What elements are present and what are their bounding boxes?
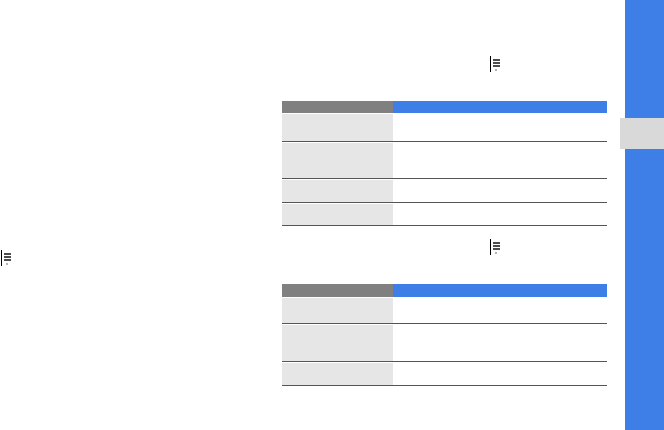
row-cell bbox=[282, 204, 393, 225]
row-cell bbox=[282, 114, 393, 141]
menu-icon bbox=[488, 237, 506, 257]
side-tab-active bbox=[620, 118, 664, 149]
row-cell bbox=[282, 298, 393, 323]
header-cell bbox=[393, 284, 607, 297]
header-cell bbox=[393, 101, 607, 113]
header-cell bbox=[282, 284, 393, 297]
table bbox=[282, 101, 607, 226]
menu-icon bbox=[0, 248, 17, 268]
row-cell bbox=[282, 180, 393, 202]
side-tab bbox=[625, 0, 664, 430]
row-cell bbox=[282, 325, 393, 361]
row-cell bbox=[282, 143, 393, 178]
menu-icon bbox=[488, 54, 506, 74]
table bbox=[282, 284, 607, 386]
header-cell bbox=[282, 101, 393, 113]
row-cell bbox=[282, 363, 393, 385]
